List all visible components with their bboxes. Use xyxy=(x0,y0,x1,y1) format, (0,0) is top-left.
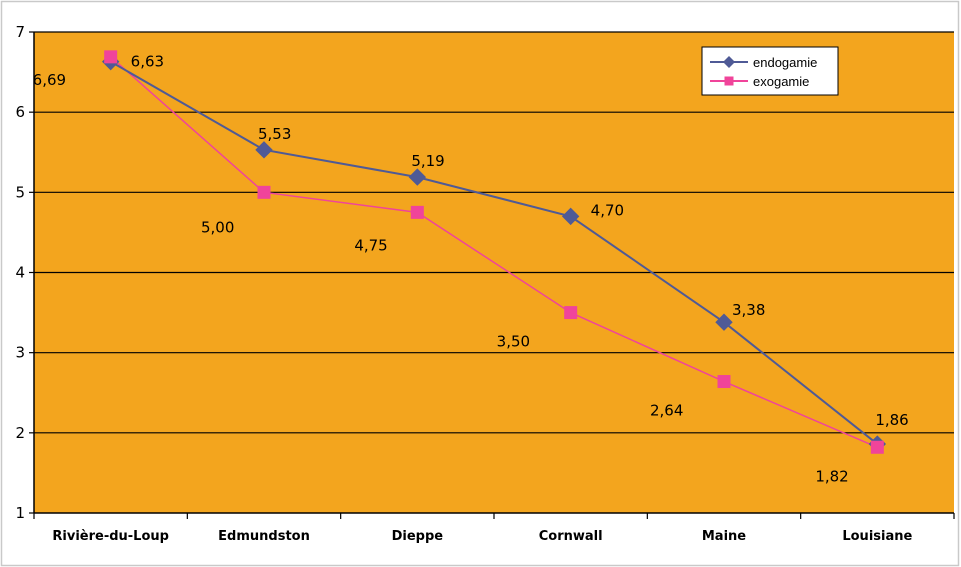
x-tick-label: Louisiane xyxy=(842,529,912,544)
data-point-exogamie xyxy=(717,375,731,389)
legend-label-endogamie: endogamie xyxy=(753,55,817,70)
legend-box xyxy=(701,46,839,96)
y-tick-label: 3 xyxy=(15,344,25,362)
data-labels: 6,63 5,53 5,19 4,70 3,38 1,86 6,69 5,00 4,75 3,50… xyxy=(33,53,909,486)
data-label-endogamie: 4,70 xyxy=(591,201,624,219)
y-tick-label: 6 xyxy=(15,103,25,121)
legend-marker-exogamie xyxy=(724,76,734,86)
data-label-endogamie: 6,63 xyxy=(131,53,164,71)
data-label-exogamie: 1,82 xyxy=(815,467,848,485)
data-label-exogamie: 2,64 xyxy=(650,402,683,420)
data-point-endogamie xyxy=(408,168,427,186)
data-point-exogamie xyxy=(104,50,118,64)
data-label-exogamie: 6,69 xyxy=(33,71,66,89)
data-point-exogamie xyxy=(564,306,578,320)
axes: 1 2 3 4 5 6 7 Rivière-du-Loup Edmundston Dieppe Co… xyxy=(15,23,955,544)
y-tick-label: 4 xyxy=(15,264,25,282)
data-label-exogamie: 3,50 xyxy=(497,333,530,351)
x-tick-label: Rivière-du-Loup xyxy=(52,529,169,544)
x-tick-label: Cornwall xyxy=(539,529,603,544)
y-tick-label: 1 xyxy=(15,504,25,522)
data-point-endogamie xyxy=(255,141,273,159)
y-tick-label: 5 xyxy=(15,183,25,201)
series-line-endogamie xyxy=(110,60,878,445)
y-tick-label: 2 xyxy=(15,424,25,442)
series-layer xyxy=(101,50,887,454)
data-label-exogamie: 4,75 xyxy=(354,236,387,254)
legend-label-exogamie: exogamie xyxy=(753,74,809,89)
x-tick-label: Maine xyxy=(702,529,746,544)
data-label-endogamie: 5,53 xyxy=(258,125,291,143)
x-tick-label: Dieppe xyxy=(392,529,444,544)
legend-marker-endogamie xyxy=(723,56,735,68)
data-label-exogamie: 5,00 xyxy=(201,218,234,236)
data-label-endogamie: 1,86 xyxy=(875,411,908,429)
data-point-endogamie xyxy=(715,313,733,331)
y-tick-label: 7 xyxy=(15,23,25,41)
data-point-exogamie xyxy=(257,185,271,199)
data-label-endogamie: 5,19 xyxy=(411,152,444,170)
legend: endogamie exogamie xyxy=(701,46,839,96)
x-tick-label: Edmundston xyxy=(218,529,310,544)
series-line-exogamie xyxy=(110,56,878,448)
gridlines xyxy=(34,31,954,434)
data-label-endogamie: 3,38 xyxy=(732,301,765,319)
data-point-endogamie xyxy=(561,207,580,226)
data-point-exogamie xyxy=(410,205,424,219)
data-point-exogamie xyxy=(870,440,884,454)
